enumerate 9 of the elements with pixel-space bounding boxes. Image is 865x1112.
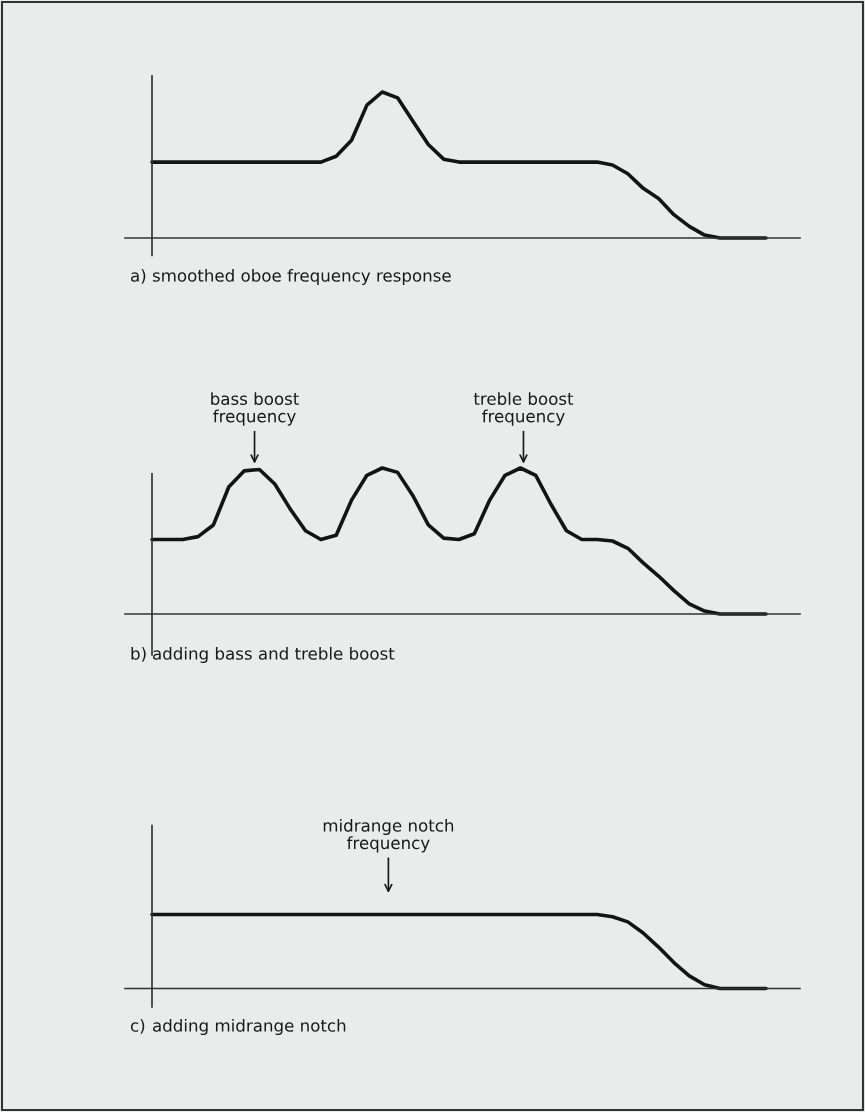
x-axis-title: adding midrange notch (153, 1018, 346, 1036)
text: c) (130, 1018, 145, 1034)
x-axis-title: adding bass and treble boost (153, 646, 395, 664)
text: treble boost frequency (473, 392, 574, 426)
text: bass boost frequency (211, 392, 299, 426)
text: midrange notch frequency (323, 818, 454, 853)
text: a) (131, 268, 146, 284)
text: b) (131, 646, 146, 662)
x-axis-title: smoothed oboe frequency response (152, 268, 451, 286)
